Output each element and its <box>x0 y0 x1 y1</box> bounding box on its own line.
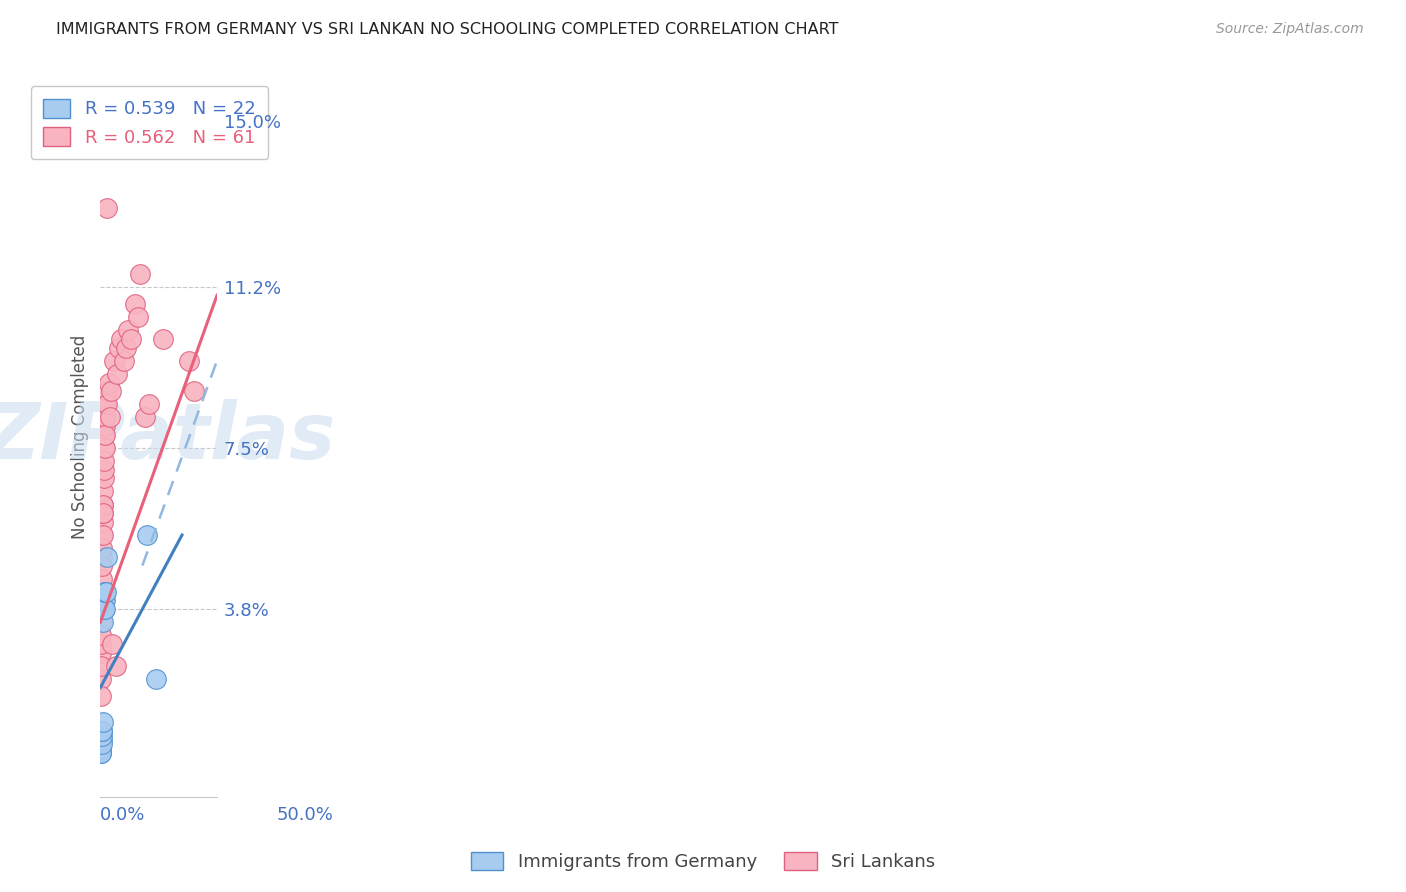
Point <box>96 384 118 399</box>
Point <box>91 724 114 739</box>
Point <box>91 602 114 616</box>
Y-axis label: No Schooling Completed: No Schooling Completed <box>72 334 89 539</box>
Text: IMMIGRANTS FROM GERMANY VS SRI LANKAN NO SCHOOLING COMPLETED CORRELATION CHART: IMMIGRANTS FROM GERMANY VS SRI LANKAN NO… <box>56 22 839 37</box>
Point <box>94 584 117 599</box>
Legend: Immigrants from Germany, Sri Lankans: Immigrants from Germany, Sri Lankans <box>464 845 942 879</box>
Point <box>110 332 132 346</box>
Point <box>90 593 112 607</box>
Point <box>91 528 114 542</box>
Point <box>93 454 115 468</box>
Point <box>93 441 115 455</box>
Point <box>91 572 114 586</box>
Point <box>93 593 115 607</box>
Point <box>145 672 167 686</box>
Point <box>90 672 112 686</box>
Point <box>94 427 117 442</box>
Point <box>129 267 152 281</box>
Point <box>91 515 114 529</box>
Point <box>91 498 114 512</box>
Point <box>90 628 112 642</box>
Point <box>93 463 115 477</box>
Point <box>96 397 118 411</box>
Point <box>112 353 135 368</box>
Point <box>115 341 138 355</box>
Point <box>177 353 200 368</box>
Point <box>93 602 115 616</box>
Point <box>91 724 114 739</box>
Point <box>90 732 112 747</box>
Point <box>134 410 156 425</box>
Point <box>93 471 115 485</box>
Point <box>91 498 114 512</box>
Point <box>90 658 112 673</box>
Point <box>91 715 114 730</box>
Point <box>127 310 149 325</box>
Point <box>90 602 112 616</box>
Point <box>91 484 114 499</box>
Point <box>105 367 128 381</box>
Point <box>90 732 112 747</box>
Point <box>93 441 115 455</box>
Text: 0.0%: 0.0% <box>100 805 146 824</box>
Point <box>120 332 142 346</box>
Point <box>101 5 124 20</box>
Point <box>108 341 131 355</box>
Point <box>91 558 114 573</box>
Point <box>90 746 112 760</box>
Legend: R = 0.539   N = 22, R = 0.562   N = 61: R = 0.539 N = 22, R = 0.562 N = 61 <box>31 87 269 160</box>
Point <box>183 384 205 399</box>
Point <box>91 528 114 542</box>
Point <box>117 323 139 337</box>
Text: Source: ZipAtlas.com: Source: ZipAtlas.com <box>1216 22 1364 37</box>
Point <box>98 410 121 425</box>
Point <box>90 593 112 607</box>
Point <box>90 690 112 704</box>
Point <box>96 201 118 215</box>
Point <box>90 746 112 760</box>
Point <box>96 397 118 411</box>
Point <box>152 332 174 346</box>
Point <box>90 615 112 630</box>
Point <box>90 584 112 599</box>
Point <box>93 615 115 630</box>
Point <box>138 397 160 411</box>
Point <box>93 427 115 442</box>
Point <box>91 729 114 743</box>
Point <box>124 297 146 311</box>
Point <box>101 637 124 651</box>
Point <box>104 658 127 673</box>
Point <box>93 593 115 607</box>
Point <box>96 549 118 564</box>
Point <box>94 602 117 616</box>
Point <box>93 506 115 520</box>
Point <box>91 541 114 555</box>
Text: 50.0%: 50.0% <box>277 805 333 824</box>
Point <box>91 549 114 564</box>
Point <box>94 419 117 434</box>
Point <box>90 646 112 660</box>
Point <box>90 741 112 756</box>
Point <box>100 384 122 399</box>
Point <box>91 602 114 616</box>
Point <box>103 353 125 368</box>
Point <box>94 584 117 599</box>
Point <box>94 410 117 425</box>
Point <box>90 737 112 751</box>
Point <box>96 584 118 599</box>
Point <box>97 376 120 390</box>
Point <box>90 602 112 616</box>
Point <box>91 506 114 520</box>
Text: ZIPatlas: ZIPatlas <box>0 399 335 475</box>
Point <box>90 637 112 651</box>
Point <box>136 528 159 542</box>
